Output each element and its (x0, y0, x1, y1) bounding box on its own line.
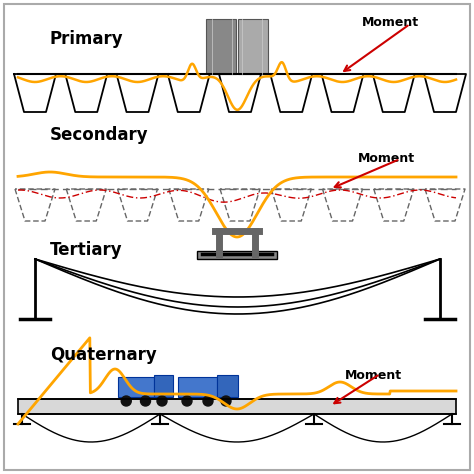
Text: Secondary: Secondary (50, 126, 149, 144)
Bar (18, 399, 456, 414)
Text: Primary: Primary (50, 30, 124, 48)
Bar (197, 251, 277, 259)
Bar (118, 377, 154, 397)
Text: Moment: Moment (362, 16, 419, 29)
Text: Moment: Moment (345, 369, 402, 382)
Circle shape (221, 396, 231, 406)
Circle shape (140, 396, 151, 406)
Circle shape (203, 396, 213, 406)
Bar (217, 375, 238, 397)
Circle shape (182, 396, 192, 406)
Circle shape (121, 396, 131, 406)
Bar (154, 375, 173, 397)
Bar (178, 377, 217, 397)
Bar (238, 19, 268, 74)
Circle shape (157, 396, 167, 406)
Text: Moment: Moment (358, 152, 415, 165)
Text: Tertiary: Tertiary (50, 241, 123, 259)
Bar (206, 19, 236, 74)
Text: Quaternary: Quaternary (50, 346, 157, 364)
